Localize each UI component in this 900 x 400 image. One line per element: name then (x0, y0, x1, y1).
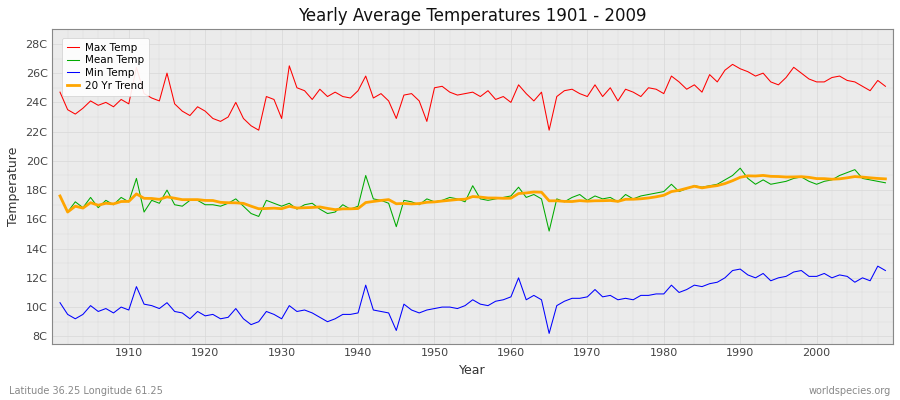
Min Temp (329, 316, 340, 321)
Text: Latitude 36.25 Longitude 61.25: Latitude 36.25 Longitude 61.25 (9, 386, 163, 396)
20 Yr Trend (513, 191, 524, 196)
Y-axis label: Temperature: Temperature (7, 147, 20, 226)
Max Temp (880, 84, 891, 89)
Min Temp (544, 331, 554, 336)
20 Yr Trend (62, 210, 73, 214)
X-axis label: Year: Year (459, 364, 486, 377)
Mean Temp (284, 201, 294, 206)
20 Yr Trend (338, 206, 348, 211)
Max Temp (292, 85, 302, 90)
Min Temp (116, 305, 127, 310)
Mean Temp (734, 166, 745, 170)
Max Temp (605, 85, 616, 90)
20 Yr Trend (880, 176, 891, 181)
Max Temp (338, 94, 348, 99)
Mean Temp (506, 194, 517, 198)
Max Temp (727, 62, 738, 67)
Min Temp (880, 268, 891, 273)
Min Temp (872, 264, 883, 268)
Title: Yearly Average Temperatures 1901 - 2009: Yearly Average Temperatures 1901 - 2009 (299, 7, 647, 25)
20 Yr Trend (123, 199, 134, 204)
Min Temp (284, 303, 294, 308)
Max Temp (253, 128, 264, 132)
Mean Temp (498, 195, 508, 200)
Legend: Max Temp, Mean Temp, Min Temp, 20 Yr Trend: Max Temp, Mean Temp, Min Temp, 20 Yr Tre… (62, 38, 149, 96)
Line: Min Temp: Min Temp (60, 266, 886, 334)
Min Temp (506, 294, 517, 299)
Mean Temp (329, 210, 340, 214)
Mean Temp (55, 194, 66, 198)
Line: Mean Temp: Mean Temp (60, 168, 886, 231)
Min Temp (605, 293, 616, 298)
20 Yr Trend (758, 173, 769, 178)
Line: Max Temp: Max Temp (60, 64, 886, 130)
Max Temp (506, 100, 517, 105)
Max Temp (55, 90, 66, 94)
20 Yr Trend (55, 194, 66, 198)
Mean Temp (544, 229, 554, 234)
Max Temp (513, 82, 524, 87)
Line: 20 Yr Trend: 20 Yr Trend (60, 176, 886, 212)
Min Temp (55, 300, 66, 305)
Min Temp (498, 297, 508, 302)
Mean Temp (605, 195, 616, 200)
20 Yr Trend (605, 198, 616, 203)
Mean Temp (116, 195, 127, 200)
Mean Temp (880, 180, 891, 185)
Text: worldspecies.org: worldspecies.org (809, 386, 891, 396)
20 Yr Trend (292, 206, 302, 210)
Max Temp (116, 97, 127, 102)
20 Yr Trend (506, 196, 517, 200)
